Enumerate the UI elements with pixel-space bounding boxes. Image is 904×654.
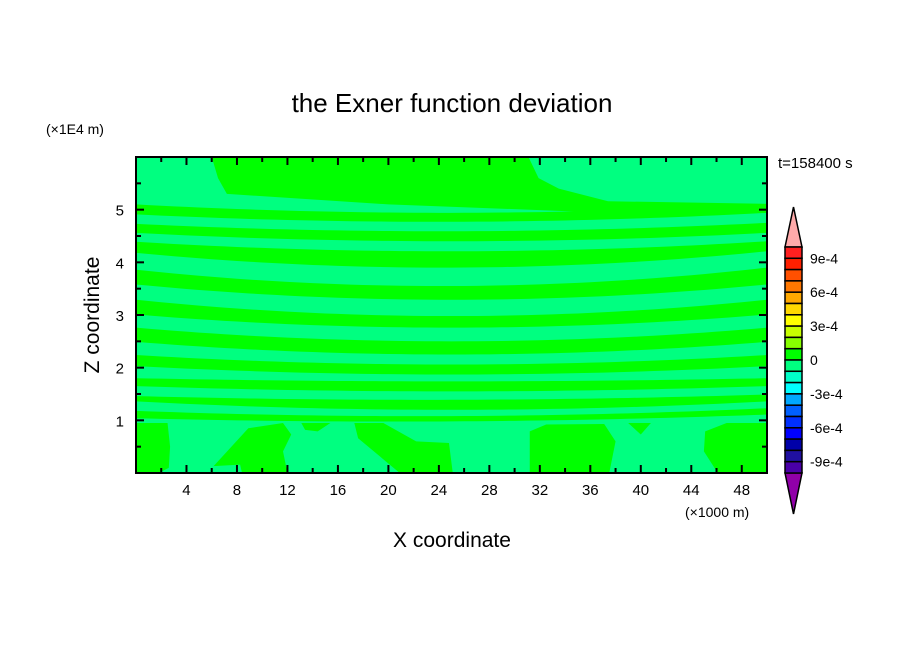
y-tick-label: 1 — [116, 413, 124, 430]
x-axis-label: X coordinate — [393, 529, 511, 552]
contour-band — [136, 378, 767, 392]
contour-region — [628, 422, 651, 435]
colorbar-swatch — [784, 280, 803, 293]
colorbar-label: -9e-4 — [810, 454, 843, 470]
x-tick-label: 12 — [279, 482, 296, 499]
contour-band — [136, 355, 767, 375]
y-axis-label: Z coordinate — [81, 257, 104, 374]
colorbar-swatch — [784, 393, 803, 406]
contour-region — [136, 422, 171, 473]
x-tick-label: 32 — [531, 482, 548, 499]
colorbar-label: 6e-4 — [810, 284, 838, 300]
colorbar-label: 3e-4 — [810, 318, 838, 334]
y-axis: 1 2 3 4 5 — [116, 182, 767, 448]
colorbar-under-triangle — [784, 472, 803, 515]
x-tick-label: 40 — [632, 482, 649, 499]
time-label: t=158400 s — [778, 155, 853, 172]
colorbar-swatch — [784, 438, 803, 452]
y-tick-label: 2 — [116, 361, 124, 378]
x-tick-label: 4 — [182, 482, 190, 499]
colorbar-label: -3e-4 — [810, 386, 843, 402]
colorbar: 9e-4 6e-4 3e-4 0 -3e-4 -6e-4 -9e-4 — [784, 206, 843, 515]
y-tick-label: 5 — [116, 203, 124, 220]
colorbar-swatch — [784, 404, 803, 418]
x-tick-label: 20 — [380, 482, 397, 499]
x-tick-label: 36 — [582, 482, 599, 499]
contour-band — [136, 241, 767, 268]
contour-band — [136, 327, 767, 355]
contour-region — [213, 422, 292, 473]
plot-area — [135, 156, 768, 474]
colorbar-swatch — [784, 415, 803, 429]
x-tick-label: 16 — [330, 482, 347, 499]
x-unit-label: (×1000 m) — [685, 504, 749, 520]
colorbar-swatch — [784, 302, 803, 316]
x-tick-label: 28 — [481, 482, 498, 499]
colorbar-swatch — [784, 381, 803, 395]
colorbar-swatch — [784, 347, 803, 361]
contour-band — [136, 394, 767, 410]
contour-band — [136, 299, 767, 328]
contour-region — [301, 422, 331, 432]
x-tick-label: 48 — [733, 482, 750, 499]
x-tick-label: 44 — [683, 482, 700, 499]
y-tick-label: 3 — [116, 308, 124, 325]
colorbar-label: 9e-4 — [810, 250, 838, 266]
contour-band — [136, 408, 767, 422]
colorbar-swatch — [784, 246, 803, 260]
contour-region — [529, 424, 616, 473]
x-tick-label: 8 — [233, 482, 241, 499]
x-axis: 4 8 12 16 20 24 28 32 36 40 44 48 — [160, 157, 750, 499]
colorbar-swatch — [784, 336, 803, 350]
colorbar-label: 0 — [810, 352, 818, 368]
y-unit-label: (×1E4 m) — [46, 121, 104, 137]
chart-title: the Exner function deviation — [292, 88, 613, 118]
colorbar-swatch — [784, 370, 803, 384]
colorbar-swatch — [784, 291, 803, 305]
colorbar-swatch — [784, 449, 803, 463]
colorbar-over-triangle — [784, 206, 803, 248]
colorbar-swatch — [784, 325, 803, 339]
x-tick-label: 24 — [431, 482, 448, 499]
contour-band — [136, 222, 767, 242]
contour-band — [136, 203, 767, 222]
contour-region — [354, 422, 453, 473]
colorbar-swatch — [784, 427, 803, 440]
contour-band — [136, 267, 767, 300]
contour-region — [703, 422, 767, 473]
colorbar-swatch — [784, 257, 803, 271]
colorbar-swatch — [784, 460, 803, 474]
colorbar-swatch — [784, 314, 803, 327]
contour-region — [211, 157, 767, 213]
colorbar-label: -6e-4 — [810, 420, 843, 436]
y-tick-label: 4 — [116, 255, 124, 272]
colorbar-swatch — [784, 359, 803, 373]
colorbar-swatch — [784, 268, 803, 282]
